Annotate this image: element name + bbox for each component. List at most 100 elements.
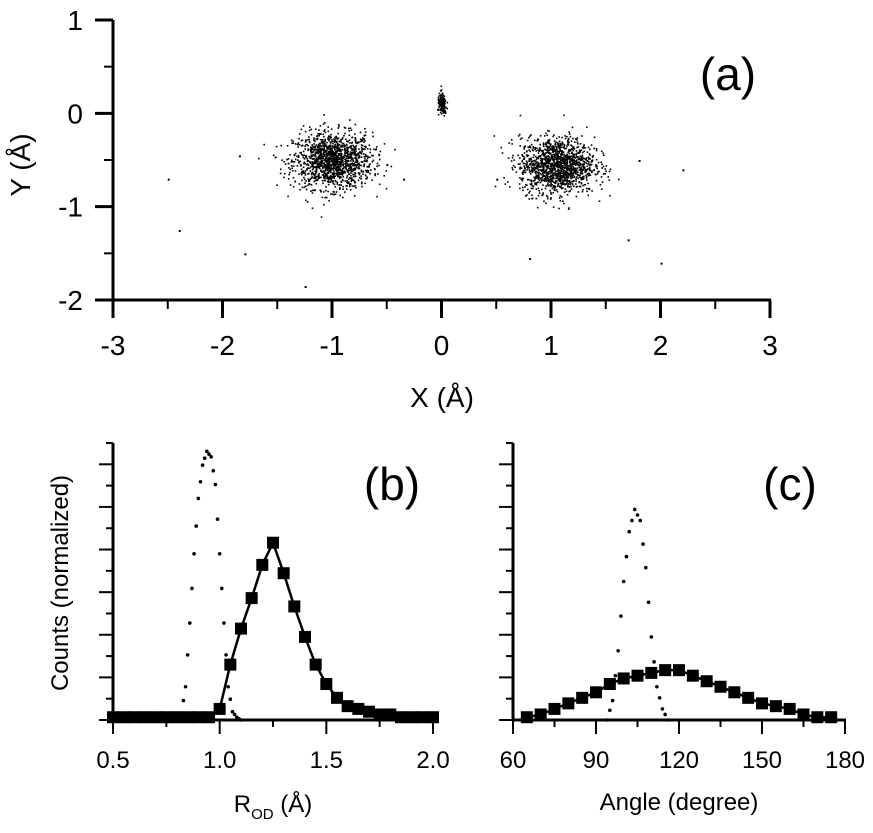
scatter-point <box>569 135 572 138</box>
scatter-point <box>536 147 538 150</box>
scatter-point <box>351 168 353 171</box>
scatter-point <box>304 130 307 133</box>
scatter-point <box>547 171 550 174</box>
scatter-point <box>363 156 366 158</box>
scatter-point <box>347 153 350 156</box>
scatter-point <box>333 138 335 140</box>
x-tick-label: 2.0 <box>416 747 449 774</box>
scatter-point <box>317 149 319 151</box>
scatter-point <box>601 181 604 183</box>
scatter-point <box>326 177 329 179</box>
scatter-point <box>315 152 318 154</box>
scatter-point <box>587 182 589 185</box>
scatter-point <box>585 168 587 171</box>
scatter-point <box>582 160 585 163</box>
scatter-point <box>552 172 555 175</box>
scatter-point <box>567 138 570 141</box>
scatter-point <box>573 185 575 188</box>
scatter-point <box>345 144 348 146</box>
scatter-point <box>557 183 559 185</box>
scatter-point <box>559 178 561 181</box>
scatter-point <box>572 174 574 176</box>
scatter-point <box>547 180 550 182</box>
scatter-point <box>312 146 314 148</box>
scatter-point <box>583 168 585 170</box>
scatter-point <box>351 152 354 155</box>
scatter-point <box>342 162 344 164</box>
scatter-point <box>562 158 565 160</box>
scatter-point <box>546 147 549 150</box>
scatter-point <box>342 185 344 188</box>
scatter-point <box>323 191 325 193</box>
scatter-point <box>311 165 314 168</box>
scatter-point <box>566 156 568 158</box>
scatter-point <box>540 177 542 180</box>
scatter-point <box>322 133 325 136</box>
scatter-point <box>304 145 306 148</box>
scatter-point <box>360 156 363 158</box>
scatter-point <box>306 160 309 163</box>
scatter-point <box>556 180 558 183</box>
scatter-point <box>442 103 445 105</box>
scatter-point <box>552 153 555 156</box>
scatter-point <box>545 165 547 168</box>
scatter-point <box>358 172 361 175</box>
scatter-point <box>319 156 321 159</box>
scatter-point <box>327 165 329 168</box>
scatter-point <box>359 131 362 134</box>
scatter-point <box>537 178 540 180</box>
scatter-point <box>545 132 547 135</box>
scatter-point <box>546 134 549 137</box>
scatter-point <box>554 187 556 189</box>
scatter-point <box>333 164 335 167</box>
scatter-point <box>544 177 547 180</box>
scatter-point <box>349 169 351 172</box>
scatter-point <box>337 163 340 166</box>
scatter-point <box>313 157 316 160</box>
scatter-point <box>556 159 559 161</box>
scatter-point <box>336 140 338 143</box>
scatter-point <box>559 143 562 145</box>
scatter-point <box>538 166 541 168</box>
scatter-point <box>555 173 558 176</box>
scatter-point <box>328 160 330 163</box>
scatter-point <box>556 143 559 146</box>
scatter-point <box>320 145 322 147</box>
scatter-point <box>298 144 301 146</box>
scatter-point <box>336 161 338 163</box>
scatter-point <box>335 156 338 158</box>
scatter-point <box>330 164 333 166</box>
scatter-point <box>537 187 540 190</box>
series-square-marker <box>117 711 130 724</box>
scatter-point <box>336 171 338 173</box>
scatter-point <box>566 169 568 171</box>
scatter-point <box>323 172 326 174</box>
scatter-point <box>575 163 577 165</box>
scatter-point <box>280 168 282 171</box>
scatter-point <box>345 168 347 170</box>
scatter-point <box>580 156 583 158</box>
scatter-point <box>528 192 530 194</box>
scatter-point <box>350 156 352 158</box>
scatter-point <box>579 158 581 160</box>
scatter-point <box>376 195 378 198</box>
scatter-point <box>329 157 332 159</box>
scatter-point <box>538 171 540 174</box>
scatter-point <box>554 182 557 185</box>
scatter-point <box>325 144 328 147</box>
scatter-point <box>324 196 326 199</box>
scatter-point <box>306 201 309 203</box>
scatter-point <box>310 166 312 168</box>
scatter-point <box>581 135 583 137</box>
scatter-point <box>587 163 589 165</box>
series-dot <box>202 456 207 461</box>
scatter-point <box>348 167 351 169</box>
scatter-point <box>572 163 575 166</box>
scatter-point <box>535 165 538 167</box>
scatter-point <box>361 139 364 141</box>
scatter-point <box>522 162 525 165</box>
x-tick-label: 3 <box>762 330 778 361</box>
scatter-point <box>355 155 357 157</box>
scatter-point <box>608 179 611 181</box>
scatter-point <box>503 177 505 179</box>
